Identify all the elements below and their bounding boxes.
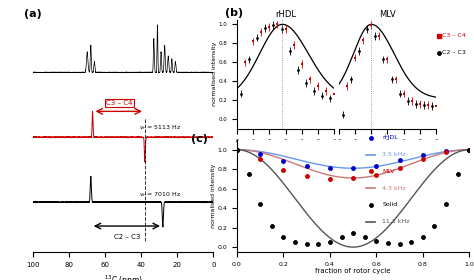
X-axis label: fraction of rotor cycle: fraction of rotor cycle <box>315 268 391 274</box>
Text: Solid: Solid <box>382 202 397 207</box>
Text: C3 – C4: C3 – C4 <box>442 33 465 38</box>
Text: (b): (b) <box>225 8 243 18</box>
Text: 3.5 kHz: 3.5 kHz <box>382 152 406 157</box>
Y-axis label: normalised intensity: normalised intensity <box>212 42 217 106</box>
Text: C2 – C3: C2 – C3 <box>114 234 140 240</box>
X-axis label: $^{13}$C (ppm): $^{13}$C (ppm) <box>104 273 143 280</box>
Text: $\nu_r$ = 5113 Hz: $\nu_r$ = 5113 Hz <box>138 123 181 132</box>
Text: C2 – C3: C2 – C3 <box>442 50 465 55</box>
Text: (c): (c) <box>191 134 208 144</box>
Text: $\nu_r$ = 7010 Hz: $\nu_r$ = 7010 Hz <box>138 190 181 199</box>
Y-axis label: normalised intensity: normalised intensity <box>211 164 216 228</box>
Text: (a): (a) <box>24 9 42 19</box>
Text: MLV: MLV <box>382 169 395 174</box>
Text: 4.3 kHz: 4.3 kHz <box>382 186 406 191</box>
Text: 11.3 kHz: 11.3 kHz <box>382 219 410 224</box>
X-axis label: τ (ms): τ (ms) <box>274 149 297 156</box>
X-axis label: τ (ms): τ (ms) <box>376 149 399 156</box>
Text: rHDL: rHDL <box>382 135 398 140</box>
Title: MLV: MLV <box>379 10 396 19</box>
Text: C3 – C4: C3 – C4 <box>107 100 133 106</box>
Title: rHDL: rHDL <box>275 10 296 19</box>
